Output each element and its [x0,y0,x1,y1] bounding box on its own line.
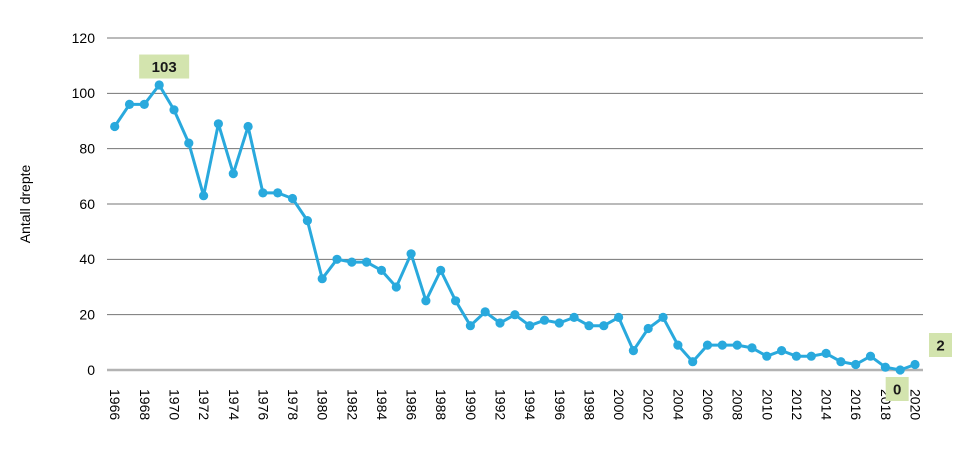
data-point-2007 [717,340,727,350]
data-point-2016 [851,359,861,370]
data-point-1983 [362,257,372,267]
y-tick-label: 100 [72,85,96,101]
y-tick-label: 60 [79,196,95,212]
y-tick-label: 80 [79,141,95,157]
data-point-2015 [836,357,846,367]
data-point-1968 [139,99,149,109]
data-point-1985 [391,282,401,292]
x-tick-label: 1972 [196,389,212,420]
annotation-box-103 [139,54,190,79]
data-point-1971 [184,138,194,148]
data-point-2019 [895,365,905,375]
y-tick-label: 40 [79,251,95,267]
data-point-1984 [376,265,387,275]
data-point-1987 [421,296,431,306]
data-point-1970 [169,105,179,115]
data-point-2009 [747,343,757,353]
x-tick-label: 1988 [433,389,449,420]
data-point-1969 [154,80,164,90]
data-point-1980 [317,274,327,284]
series-line [113,83,917,372]
data-point-1982 [347,257,357,267]
annotation-label-2: 2 [936,338,944,355]
data-point-2018 [880,362,891,372]
data-point-2005 [688,357,698,367]
data-point-1974 [228,169,238,179]
annotation-box-0 [885,377,909,401]
x-tick-label: 2010 [759,389,775,420]
data-point-1977 [273,188,283,198]
data-point-1991 [480,307,490,317]
data-point-1990 [465,321,475,331]
x-tick-label: 1996 [552,389,568,420]
annotation-box-2 [929,333,952,357]
x-tick-label: 1968 [137,389,153,420]
x-tick-label: 1976 [255,389,271,420]
x-tick-label: 1980 [315,389,331,420]
y-axis-title: Antall drepte [17,164,33,243]
data-point-1999 [599,321,609,331]
data-point-2014 [821,348,831,358]
x-tick-label: 2014 [819,389,835,420]
data-point-1967 [124,99,135,109]
x-tick-label: 1998 [581,389,597,420]
data-point-1988 [436,265,446,275]
x-tick-label: 1970 [166,389,182,420]
data-point-1998 [584,321,594,331]
data-point-2012 [791,351,802,361]
x-tick-label: 2006 [700,389,716,420]
data-point-1979 [302,216,312,226]
data-point-1976 [258,188,268,198]
x-tick-label: 2008 [730,389,746,420]
data-point-2004 [673,340,683,350]
x-tick-label: 1984 [374,389,390,420]
data-point-2011 [777,346,787,356]
x-tick-label: 2016 [848,389,864,420]
y-tick-label: 20 [79,307,95,323]
data-point-1966 [110,121,120,132]
data-point-2017 [865,351,876,361]
x-tick-label: 2000 [611,389,627,420]
data-point-1972 [199,191,209,201]
x-tick-label: 1966 [107,389,123,420]
x-tick-label: 1986 [404,389,420,420]
data-point-1994 [525,321,535,331]
x-tick-label: 2004 [670,389,686,420]
data-point-2010 [762,351,772,361]
data-point-1997 [569,312,579,322]
data-point-2001 [628,346,639,356]
x-tick-label: 1990 [463,389,479,420]
x-tick-label: 2020 [908,389,924,420]
data-point-2013 [806,351,816,361]
x-tick-label: 1992 [493,389,509,420]
data-point-1978 [287,193,298,204]
data-point-1981 [332,254,342,264]
x-tick-label: 2002 [641,389,657,420]
data-point-2020 [910,359,920,370]
data-point-2008 [732,340,742,350]
x-tick-label: 1994 [522,389,538,420]
data-point-1973 [213,119,223,129]
x-tick-label: 1978 [285,389,301,420]
x-tick-label: 1974 [226,389,242,420]
data-point-1975 [243,121,253,132]
x-tick-label: 2012 [789,389,805,420]
y-tick-label: 120 [72,30,96,46]
annotation-label-103: 103 [152,59,177,76]
x-tick-label: 1982 [344,389,360,420]
data-point-1993 [510,310,520,320]
data-point-2006 [702,340,713,350]
data-point-1995 [539,315,550,325]
annotation-label-0: 0 [893,382,901,399]
data-point-2003 [658,312,668,322]
data-point-2002 [643,323,653,334]
data-point-1996 [554,318,564,328]
data-point-2000 [614,312,624,322]
data-point-1992 [495,318,505,328]
y-tick-label: 0 [87,362,95,378]
data-point-1986 [406,249,416,259]
data-point-1989 [451,296,461,306]
